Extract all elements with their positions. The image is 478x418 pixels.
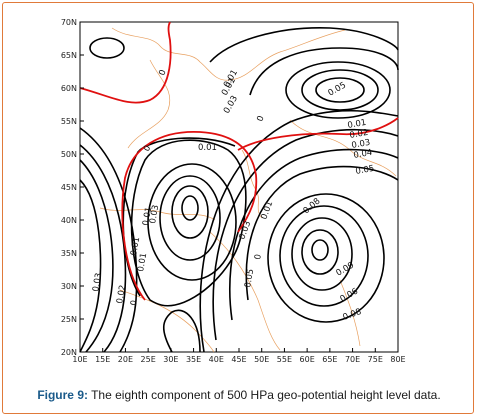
y-tick-label: 70N	[61, 18, 77, 27]
coastline-europe	[127, 59, 170, 149]
contour-se-6	[245, 165, 399, 301]
contour-sw-1	[162, 309, 201, 353]
contour-label: 0	[142, 144, 153, 154]
x-tick-label: 40E	[209, 355, 224, 364]
y-tick-label: 55N	[61, 117, 77, 126]
figure-caption: Figure 9: The eighth component of 500 HP…	[8, 388, 470, 408]
zero-contour-north	[79, 21, 172, 104]
y-tick-label: 20N	[61, 348, 77, 357]
contour-se-4	[279, 205, 369, 307]
x-tick-label: 75E	[368, 355, 383, 364]
y-tick-label: 60N	[61, 84, 77, 93]
contour-label: 0	[157, 69, 168, 78]
contour-c-3	[159, 175, 221, 261]
x-tick-label: 50E	[254, 355, 269, 364]
contour-c-1	[181, 195, 199, 221]
contour-w-2	[79, 159, 114, 353]
x-tick-label: 65E	[322, 355, 337, 364]
contour-label: 0	[255, 115, 266, 124]
x-tick-label: 70E	[345, 355, 360, 364]
contour-ne-1	[315, 77, 365, 103]
contour-se-8	[212, 128, 399, 341]
zero-contour-east	[237, 117, 399, 151]
x-tick-label: 15E	[95, 355, 110, 364]
contour-ne-4	[209, 27, 399, 63]
contour-se-9	[199, 109, 399, 353]
contour-label: 0.05	[243, 268, 256, 288]
y-tick-label: 35N	[61, 249, 77, 258]
contour-se-7	[229, 148, 399, 321]
contour-label: 0.04	[353, 148, 373, 161]
contour-label: 0.01	[198, 143, 217, 153]
coastline-north	[111, 27, 346, 81]
contour-w-4	[79, 127, 138, 353]
zero-contour-center	[121, 131, 258, 301]
x-tick-label: 30E	[163, 355, 178, 364]
contour-label: 0.02	[349, 128, 369, 141]
contour-w-1	[79, 179, 102, 353]
x-tick-label: 20E	[118, 355, 133, 364]
contour-ne-5	[249, 47, 399, 96]
contour-se-2	[301, 229, 339, 275]
contour-se-5	[267, 193, 385, 323]
x-tick-label: 55E	[277, 355, 292, 364]
map-plot-area	[79, 21, 399, 353]
contour-label: 0.01	[141, 206, 154, 226]
contour-ne-3	[285, 61, 391, 119]
x-tick-label: 60E	[300, 355, 315, 364]
contour-se-3	[291, 217, 353, 291]
contour-label: 0	[129, 299, 140, 306]
contour-label: 0.01	[136, 252, 149, 272]
contour-label: 0.05	[355, 164, 375, 177]
x-tick-label: 10E	[72, 355, 87, 364]
contour-label: 0	[253, 253, 264, 260]
y-tick-label: 50N	[61, 150, 77, 159]
contour-label-layer: 0 0 0.01 0 0.03 0.01 0.01 0.01 0.03 0 0 …	[91, 68, 375, 323]
coastline-arabia	[209, 231, 281, 351]
zero-contours	[79, 21, 399, 301]
y-axis: 70N 65N 60N 55N 50N 45N 40N 35N 30N 25N 20N	[61, 18, 84, 357]
contour-c-4	[147, 163, 237, 281]
contour-ne-2	[301, 69, 379, 111]
x-axis: 10E 15E 20E 25E 30E 35E 40E 45E 50E 55E 60E 65E 70E 7…	[72, 348, 406, 364]
contour-label: 0.01	[129, 236, 142, 256]
x-tick-label: 45E	[231, 355, 246, 364]
y-tick-label: 45N	[61, 183, 77, 192]
caption-text: The eighth component of 500 HPa geo-pote…	[87, 388, 441, 402]
contour-c-2	[171, 185, 209, 239]
contour-label: 0.03	[91, 272, 104, 292]
contour-label: 0.02	[115, 284, 128, 304]
y-tick-label: 30N	[61, 282, 77, 291]
x-tick-label: 80E	[390, 355, 405, 364]
x-tick-label: 35E	[186, 355, 201, 364]
contour-label: 0.03	[351, 138, 371, 151]
y-tick-label: 65N	[61, 51, 77, 60]
contour-nw-inner	[89, 37, 125, 59]
y-tick-label: 40N	[61, 216, 77, 225]
contour-se-1	[311, 239, 329, 261]
contour-w-3	[79, 144, 127, 353]
x-tick-label: 25E	[141, 355, 156, 364]
contour-label: 0.03	[148, 204, 161, 224]
contour-label: 0.01	[347, 118, 367, 131]
caption-label: Figure 9:	[37, 388, 88, 402]
coastline-india	[339, 279, 361, 347]
y-tick-label: 25N	[61, 315, 77, 324]
